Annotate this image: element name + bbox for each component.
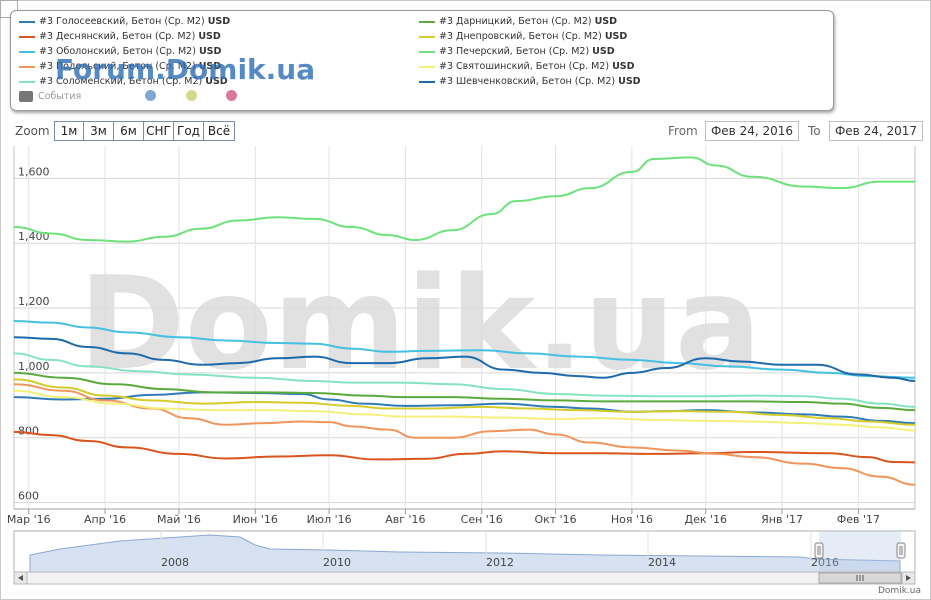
legend-item[interactable]: #3 Дарницкий, Бетон (Ср. М2) USD <box>419 16 617 27</box>
x-tick-label: Янв '17 <box>761 513 803 526</box>
navigator-handle[interactable] <box>896 542 906 559</box>
x-tick-label: Окт '16 <box>534 513 576 526</box>
legend-item[interactable]: #3 Шевченковский, Бетон (Ср. М2) USD <box>419 76 641 87</box>
zoom-1y-button[interactable]: Год <box>173 121 204 141</box>
navigator-year-label: 2008 <box>161 556 189 569</box>
forum-watermark: Forum.Domik.ua <box>55 53 316 86</box>
x-tick-label: Дек '16 <box>684 513 727 526</box>
legend-item-unit: USD <box>198 31 221 42</box>
y-tick-label: 1,200 <box>18 295 50 308</box>
domik-watermark: Domik.ua <box>79 250 762 399</box>
series-line <box>13 389 916 432</box>
series-line <box>13 378 916 426</box>
series-line <box>13 391 916 425</box>
series-line <box>13 371 916 412</box>
legend-item-label: #3 Святошинский, Бетон (Ср. М2) <box>439 61 613 72</box>
navigator-year-label: 2010 <box>323 556 351 569</box>
navigator-year-label: 2012 <box>486 556 514 569</box>
from-date-input[interactable]: Фев 24, 2016 <box>705 121 799 141</box>
event-dot-yellow-icon[interactable] <box>186 90 197 101</box>
legend-item-label: #3 Соломенский, Бетон (Ср. М2) <box>39 76 206 87</box>
legend-item[interactable]: #3 Голосеевский, Бетон (Ср. М2) USD <box>19 16 230 27</box>
x-tick-label: Авг '16 <box>385 513 425 526</box>
x-tick-label: Мар '16 <box>7 513 51 526</box>
event-dot-pink-icon[interactable] <box>226 90 237 101</box>
x-tick-label: Июл '16 <box>307 513 352 526</box>
legend-item-unit: USD <box>205 76 228 87</box>
y-tick-label: 1,600 <box>18 165 50 178</box>
legend-item-unit: USD <box>618 76 641 87</box>
x-tick-label: Апр '16 <box>84 513 126 526</box>
legend-item[interactable]: #3 Деснянский, Бетон (Ср. М2) USD <box>19 31 221 42</box>
x-tick-label: Фев '17 <box>837 513 880 526</box>
to-label: To <box>808 124 821 138</box>
legend-item[interactable]: #3 Подольский, Бетон (Ср. М2) USD <box>19 61 221 72</box>
zoom-label: Zoom <box>15 124 50 138</box>
legend-item-label: #3 Дарницкий, Бетон (Ср. М2) <box>439 16 595 27</box>
legend-swatch-icon <box>19 35 35 38</box>
credit-link[interactable]: Domik.ua <box>878 586 921 596</box>
x-tick-label: Ноя '16 <box>611 513 653 526</box>
zoom-6m-button[interactable]: 6м <box>113 121 144 141</box>
legend-item-label: #3 Днепровский, Бетон (Ср. М2) <box>439 31 605 42</box>
series-line <box>13 383 916 486</box>
zoom-3m-button[interactable]: 3м <box>83 121 114 141</box>
scrollbar-right-arrow-icon <box>906 575 911 581</box>
legend-swatch-icon <box>419 65 435 68</box>
legend-swatch-icon <box>19 20 35 23</box>
series-line <box>13 352 916 408</box>
legend-item-label: #3 Оболонский, Бетон (Ср. М2) <box>39 46 199 57</box>
from-label: From <box>668 124 698 138</box>
legend-item-unit: USD <box>207 16 231 27</box>
legend-swatch-icon <box>19 50 35 53</box>
y-tick-label: 1,000 <box>18 360 50 373</box>
x-tick-label: Июн '16 <box>233 513 278 526</box>
zoom-ytd-button[interactable]: СНГ <box>143 121 174 141</box>
series-line <box>13 156 915 243</box>
legend-item[interactable]: #3 Оболонский, Бетон (Ср. М2) USD <box>19 46 221 57</box>
event-dot-blue-icon[interactable] <box>145 90 156 101</box>
navigator-year-label: 2014 <box>648 556 676 569</box>
legend-item-events[interactable]: События <box>19 91 81 102</box>
legend-item-label: #3 Голосеевский, Бетон (Ср. М2) <box>39 16 208 27</box>
events-swatch-icon <box>19 91 33 102</box>
legend-item-label: #3 Печерский, Бетон (Ср. М2) <box>439 46 593 57</box>
legend-swatch-icon <box>419 20 435 23</box>
x-tick-label: Сен '16 <box>461 513 503 526</box>
legend-item-unit: USD <box>198 61 222 72</box>
series-line <box>13 320 916 379</box>
x-tick-label: Май '16 <box>157 513 201 526</box>
legend-item[interactable]: #3 Днепровский, Бетон (Ср. М2) USD <box>419 31 627 42</box>
legend-item-label: #3 Шевченковский, Бетон (Ср. М2) <box>439 76 619 87</box>
zoom-all-button[interactable]: Всё <box>203 121 235 141</box>
events-label: События <box>38 91 82 102</box>
legend-item-unit: USD <box>198 46 222 57</box>
legend-swatch-icon <box>19 65 35 68</box>
zoom-1m-button[interactable]: 1м <box>54 121 84 141</box>
legend-swatch-icon <box>419 80 435 83</box>
to-date-input[interactable]: Фев 24, 2017 <box>829 121 923 141</box>
legend-item-label: #3 Деснянский, Бетон (Ср. М2) <box>39 31 199 42</box>
navigator-handle[interactable] <box>814 542 824 559</box>
navigator-selection <box>819 531 901 572</box>
scrollbar-left-arrow-icon <box>18 575 23 581</box>
legend-item[interactable]: #3 Соломенский, Бетон (Ср. М2) USD <box>19 76 228 87</box>
scrollbar-track[interactable] <box>13 571 916 585</box>
legend-item[interactable]: #3 Святошинский, Бетон (Ср. М2) USD <box>419 61 635 72</box>
legend-swatch-icon <box>419 35 435 38</box>
legend-item-unit: USD <box>604 31 628 42</box>
navigator-area <box>29 534 901 573</box>
navigator-year-label: 2016 <box>811 556 839 569</box>
series-line <box>13 336 916 382</box>
legend-item-label: #3 Подольский, Бетон (Ср. М2) <box>39 61 199 72</box>
legend-swatch-icon <box>419 50 435 53</box>
legend-box: #3 Голосеевский, Бетон (Ср. М2) USD #3 Де… <box>10 10 834 111</box>
legend-item-unit: USD <box>612 61 635 72</box>
legend-item[interactable]: #3 Печерский, Бетон (Ср. М2) USD <box>419 46 615 57</box>
series-line <box>13 430 916 464</box>
legend-item-unit: USD <box>594 16 618 27</box>
legend-item-unit: USD <box>592 46 615 57</box>
legend-swatch-icon <box>19 80 35 83</box>
